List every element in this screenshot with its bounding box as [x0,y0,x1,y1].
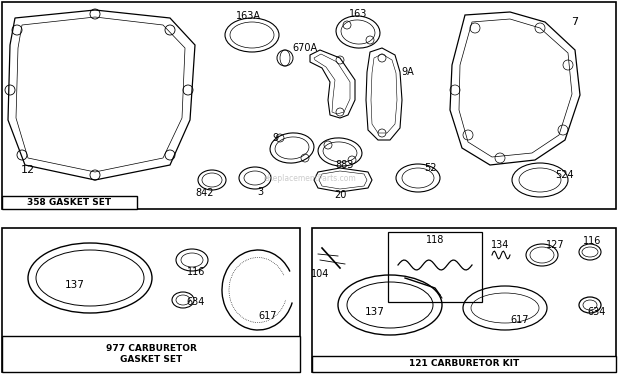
Text: 524: 524 [556,170,574,180]
Text: 116: 116 [187,267,205,277]
Text: 358 GASKET SET: 358 GASKET SET [27,197,111,206]
Text: 116: 116 [583,236,601,246]
Text: 118: 118 [426,235,444,245]
Text: 121 CARBURETOR KIT: 121 CARBURETOR KIT [409,359,519,368]
Bar [388,232,482,302]
Bar [2,2,616,209]
Text: 127: 127 [546,240,564,250]
Bar [2,336,300,372]
Text: 842: 842 [196,188,215,198]
Text: 7: 7 [572,17,578,27]
Text: 12: 12 [21,165,35,175]
Bar [2,228,300,372]
Text: eReplacementParts.com: eReplacementParts.com [264,174,356,183]
Text: 163: 163 [349,9,367,19]
Text: 3: 3 [257,187,263,197]
Text: 163A: 163A [236,11,260,21]
Text: 617: 617 [259,311,277,321]
Text: 137: 137 [65,280,85,290]
Text: 134: 134 [491,240,509,250]
Text: 670A: 670A [293,43,317,53]
Text: 617: 617 [511,315,529,325]
Text: 9A: 9A [402,67,414,77]
Text: 9: 9 [272,133,278,143]
Text: 883: 883 [336,160,354,170]
Text: 52: 52 [423,163,436,173]
Text: 20: 20 [334,190,346,200]
Bar [2,196,137,209]
Text: 977 CARBURETOR
GASKET SET: 977 CARBURETOR GASKET SET [105,344,197,364]
Text: 104: 104 [311,269,329,279]
Text: 137: 137 [365,307,385,317]
Text: 634: 634 [187,297,205,307]
Bar [312,228,616,372]
Text: 634: 634 [588,307,606,317]
Bar [312,356,616,372]
